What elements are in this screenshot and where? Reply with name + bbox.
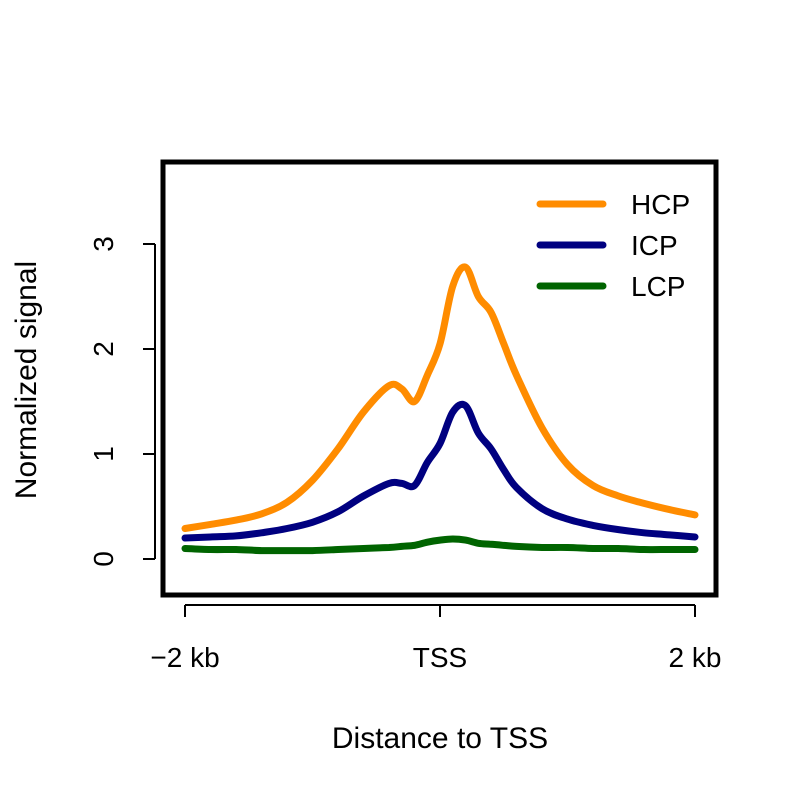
axis-layer: −2 kb TSS 2 kb 0 1 2 3 bbox=[88, 236, 721, 673]
series-line-lcp bbox=[181, 535, 699, 555]
y-tick-label: 2 bbox=[88, 341, 119, 357]
legend-label-icp: ICP bbox=[631, 230, 678, 261]
y-tick-label: 3 bbox=[88, 236, 119, 252]
y-tick-label: 0 bbox=[88, 551, 119, 567]
plot-frame bbox=[160, 159, 719, 598]
series-line-hcp bbox=[181, 263, 699, 532]
series-layer bbox=[181, 263, 699, 555]
x-axis-title: Distance to TSS bbox=[332, 722, 548, 755]
y-tick-label: 1 bbox=[88, 446, 119, 462]
series-line-icp bbox=[181, 400, 699, 542]
legend-label-lcp: LCP bbox=[631, 271, 685, 302]
legend-label-hcp: HCP bbox=[631, 189, 690, 220]
y-axis-title: Normalized signal bbox=[10, 261, 43, 499]
x-tick-label: 2 kb bbox=[669, 642, 722, 673]
legend: HCP ICP LCP bbox=[536, 189, 690, 302]
x-tick-label: −2 kb bbox=[150, 642, 219, 673]
x-tick-label: TSS bbox=[413, 642, 467, 673]
